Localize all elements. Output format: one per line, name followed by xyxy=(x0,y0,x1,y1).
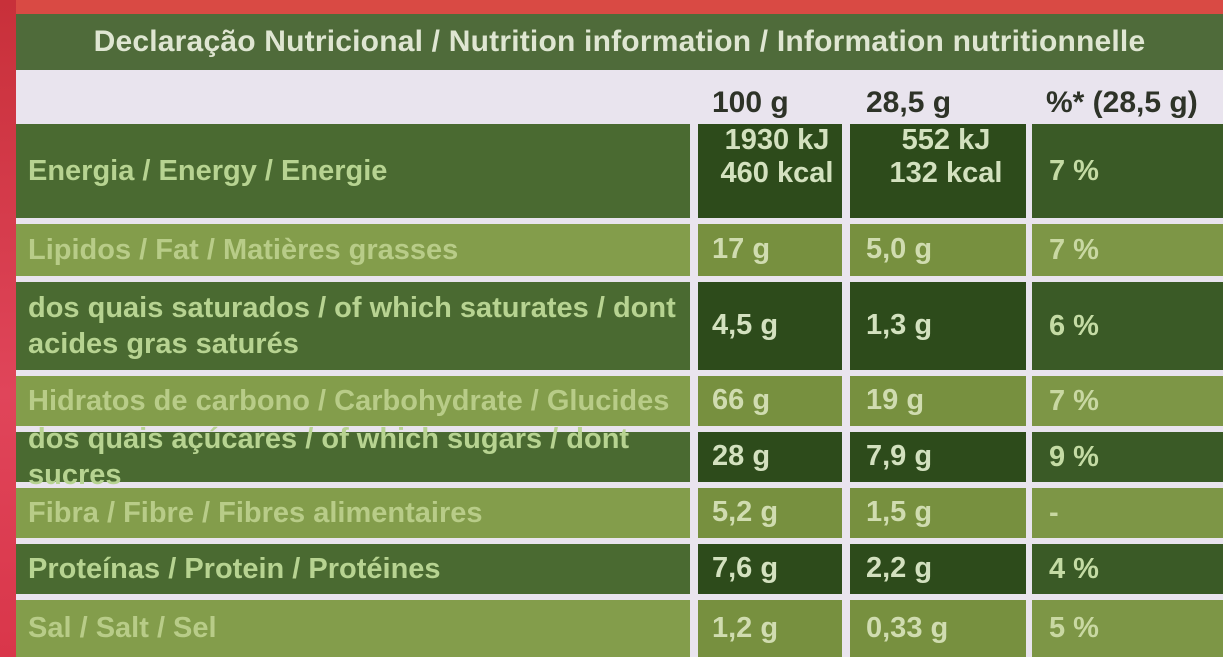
table-row-saturates: dos quais saturados / of which saturates… xyxy=(16,282,1223,370)
value-100g: 28 g xyxy=(698,432,842,482)
value-portion: 1,3 g xyxy=(850,282,1026,370)
value-100g: 7,6 g xyxy=(698,544,842,594)
row-label: Proteínas / Protein / Protéines xyxy=(16,544,690,594)
column-header-percent: %* (28,5 g) xyxy=(1046,86,1198,119)
value-percent: - xyxy=(1032,488,1223,538)
row-label: Fibra / Fibre / Fibres alimentaires xyxy=(16,488,690,538)
value-100g: 4,5 g xyxy=(698,282,842,370)
package-edge xyxy=(0,0,16,657)
value-portion: 7,9 g xyxy=(850,432,1026,482)
row-label: dos quais saturados / of which saturates… xyxy=(16,282,690,370)
value-percent: 4 % xyxy=(1032,544,1223,594)
value-portion-kj: 552 kJ xyxy=(901,124,991,156)
row-label: Lipidos / Fat / Matières grasses xyxy=(16,224,690,276)
value-portion: 552 kJ 132 kcal xyxy=(850,124,1026,218)
value-portion: 1,5 g xyxy=(850,488,1026,538)
row-label: Hidratos de carbono / Carbohydrate / Glu… xyxy=(16,376,690,426)
row-label: Energia / Energy / Energie xyxy=(16,124,690,218)
value-portion-kcal: 132 kcal xyxy=(889,157,1003,190)
value-percent: 7 % xyxy=(1032,376,1223,426)
value-100g: 17 g xyxy=(698,224,842,276)
value-portion: 0,33 g xyxy=(850,600,1026,657)
value-percent: 6 % xyxy=(1032,282,1223,370)
table-row-salt: Sal / Salt / Sel 1,2 g 0,33 g 5 % xyxy=(16,600,1223,657)
value-percent: 7 % xyxy=(1032,224,1223,276)
value-100g-kj: 1930 kJ xyxy=(724,124,830,156)
row-label-line-2: acides gras saturés xyxy=(28,328,299,360)
row-label: dos quais açúcares / of which sugars / d… xyxy=(16,423,690,491)
nutrition-table: Declaração Nutricional / Nutrition infor… xyxy=(16,14,1223,657)
value-portion: 2,2 g xyxy=(850,544,1026,594)
column-header-100g: 100 g xyxy=(712,86,789,119)
value-100g-kcal: 460 kcal xyxy=(720,157,834,190)
column-header-portion: 28,5 g xyxy=(866,86,952,119)
value-100g: 66 g xyxy=(698,376,842,426)
row-label-line-1: dos quais saturados / of which saturates… xyxy=(28,291,676,324)
row-label: Sal / Salt / Sel xyxy=(16,600,690,657)
value-percent: 9 % xyxy=(1032,432,1223,482)
value-percent: 7 % xyxy=(1032,124,1223,218)
table-title: Declaração Nutricional / Nutrition infor… xyxy=(16,14,1223,70)
table-row-sugars: dos quais açúcares / of which sugars / d… xyxy=(16,423,1223,491)
value-100g: 1,2 g xyxy=(698,600,842,657)
table-row-fibre: Fibra / Fibre / Fibres alimentaires 5,2 … xyxy=(16,488,1223,538)
value-100g: 1930 kJ 460 kcal xyxy=(698,124,842,218)
value-portion: 5,0 g xyxy=(850,224,1026,276)
value-percent: 5 % xyxy=(1032,600,1223,657)
table-row-energy: Energia / Energy / Energie 1930 kJ 460 k… xyxy=(16,124,1223,218)
value-portion: 19 g xyxy=(850,376,1026,426)
table-row-protein: Proteínas / Protein / Protéines 7,6 g 2,… xyxy=(16,544,1223,594)
table-row-carbohydrate: Hidratos de carbono / Carbohydrate / Glu… xyxy=(16,376,1223,426)
table-row-fat: Lipidos / Fat / Matières grasses 17 g 5,… xyxy=(16,224,1223,276)
value-100g: 5,2 g xyxy=(698,488,842,538)
